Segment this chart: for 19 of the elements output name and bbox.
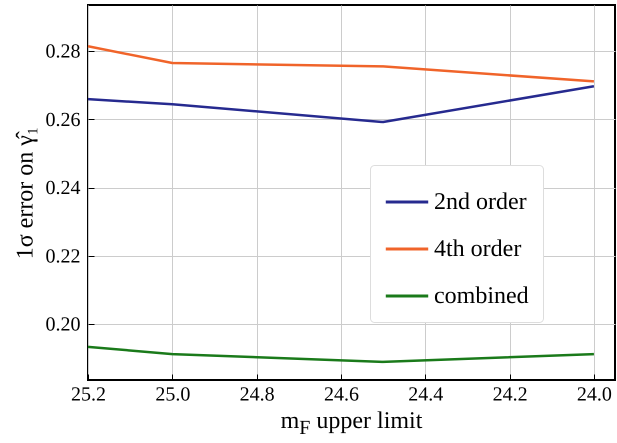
x-tick-label: 24.4 bbox=[408, 384, 444, 406]
x-axis-title: m$_{F}$ upper limit bbox=[280, 407, 424, 441]
y-tick-label: 0.20 bbox=[46, 314, 80, 336]
legend-label: 4th order bbox=[434, 236, 522, 262]
y-tick-label: 0.24 bbox=[46, 177, 80, 200]
x-tick-label: 24.0 bbox=[576, 384, 612, 406]
y-axis-title: 1σ error on γ̂₁ bbox=[12, 126, 38, 260]
line-series bbox=[86, 84, 596, 124]
y-tick-label: 0.22 bbox=[46, 245, 80, 268]
y-tick-label: 0.28 bbox=[46, 40, 80, 63]
x-tick-label: 24.2 bbox=[492, 384, 528, 406]
x-tick-label: 24.6 bbox=[324, 384, 359, 406]
line-series bbox=[86, 45, 596, 83]
x-tick-label: 24.8 bbox=[240, 384, 275, 406]
x-tick-label: 25.2 bbox=[71, 384, 106, 406]
x-tick-label: 25.0 bbox=[155, 384, 190, 406]
legend-label: 2nd order bbox=[434, 189, 527, 215]
legend-label: combined bbox=[434, 283, 529, 309]
y-tick-label: 0.26 bbox=[46, 108, 80, 131]
